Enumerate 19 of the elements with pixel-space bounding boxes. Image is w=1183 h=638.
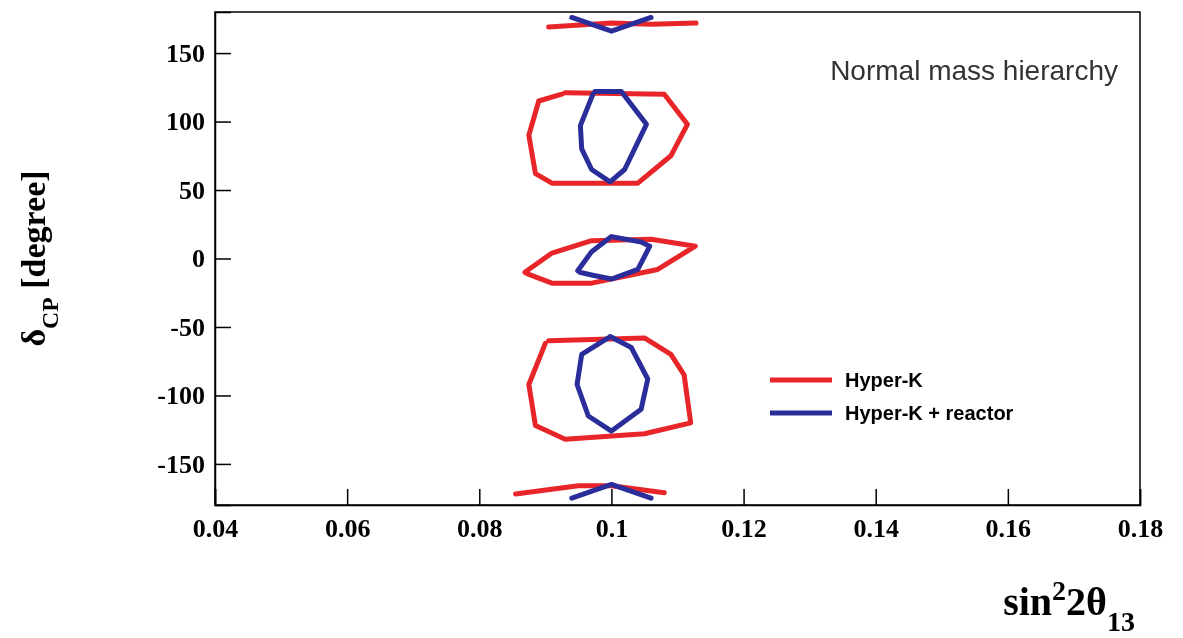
x-tick-label: 0.14 xyxy=(853,514,899,544)
x-tick-label: 0.08 xyxy=(457,514,503,544)
x-tick-label: 0.06 xyxy=(324,514,371,544)
legend-label: Hyper-K xyxy=(845,369,924,391)
x-tick-label: 0.18 xyxy=(1117,514,1164,544)
annotation: Normal mass hierarchy xyxy=(830,55,1118,86)
x-tick-label: 0.04 xyxy=(192,514,239,544)
y-tick-label: 100 xyxy=(166,107,205,137)
y-tick-label: 50 xyxy=(179,175,205,205)
x-tick-label: 0.12 xyxy=(721,514,767,544)
x-tick-label: 0.16 xyxy=(985,514,1032,544)
x-tick-label: 0.1 xyxy=(595,514,629,544)
x-axis-title: sin$^{2}$2θ$_{13}$ xyxy=(1003,574,1135,637)
y-tick-label: -150 xyxy=(157,449,205,479)
legend-label: Hyper-K + reactor xyxy=(845,402,1014,424)
y-tick-label: 0 xyxy=(192,244,205,274)
y-tick-label: 150 xyxy=(166,38,205,68)
y-tick-label: -50 xyxy=(170,312,205,342)
y-tick-label: -100 xyxy=(157,381,205,411)
